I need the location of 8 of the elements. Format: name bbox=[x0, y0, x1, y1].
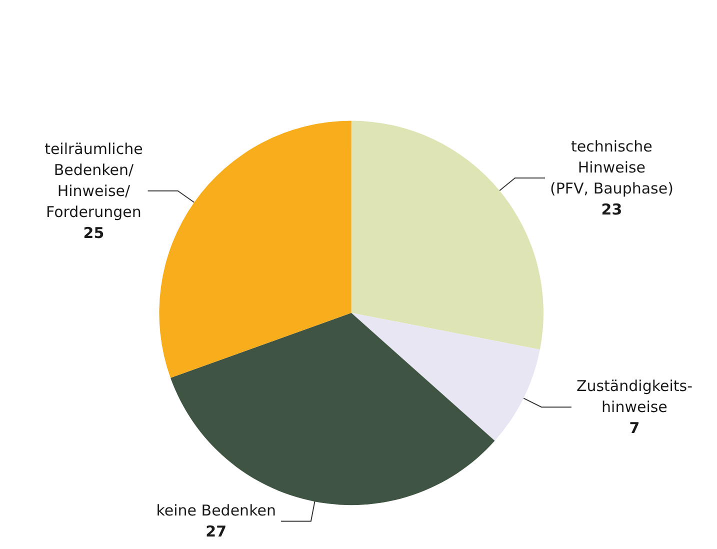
data-label: 23 bbox=[601, 200, 622, 218]
slice-label: technische Hinweise (PFV, Bauphase) bbox=[550, 137, 674, 198]
data-label: 25 bbox=[83, 224, 104, 242]
slice-label: keine Bedenken bbox=[156, 502, 276, 520]
data-label: 27 bbox=[206, 522, 227, 541]
data-label: 7 bbox=[629, 419, 640, 438]
slice-label: teilräumliche Bedenken/ Hinweise/ Forderungen bbox=[44, 140, 143, 221]
slice-label: Zuständigkeits- hinweise bbox=[576, 377, 692, 416]
